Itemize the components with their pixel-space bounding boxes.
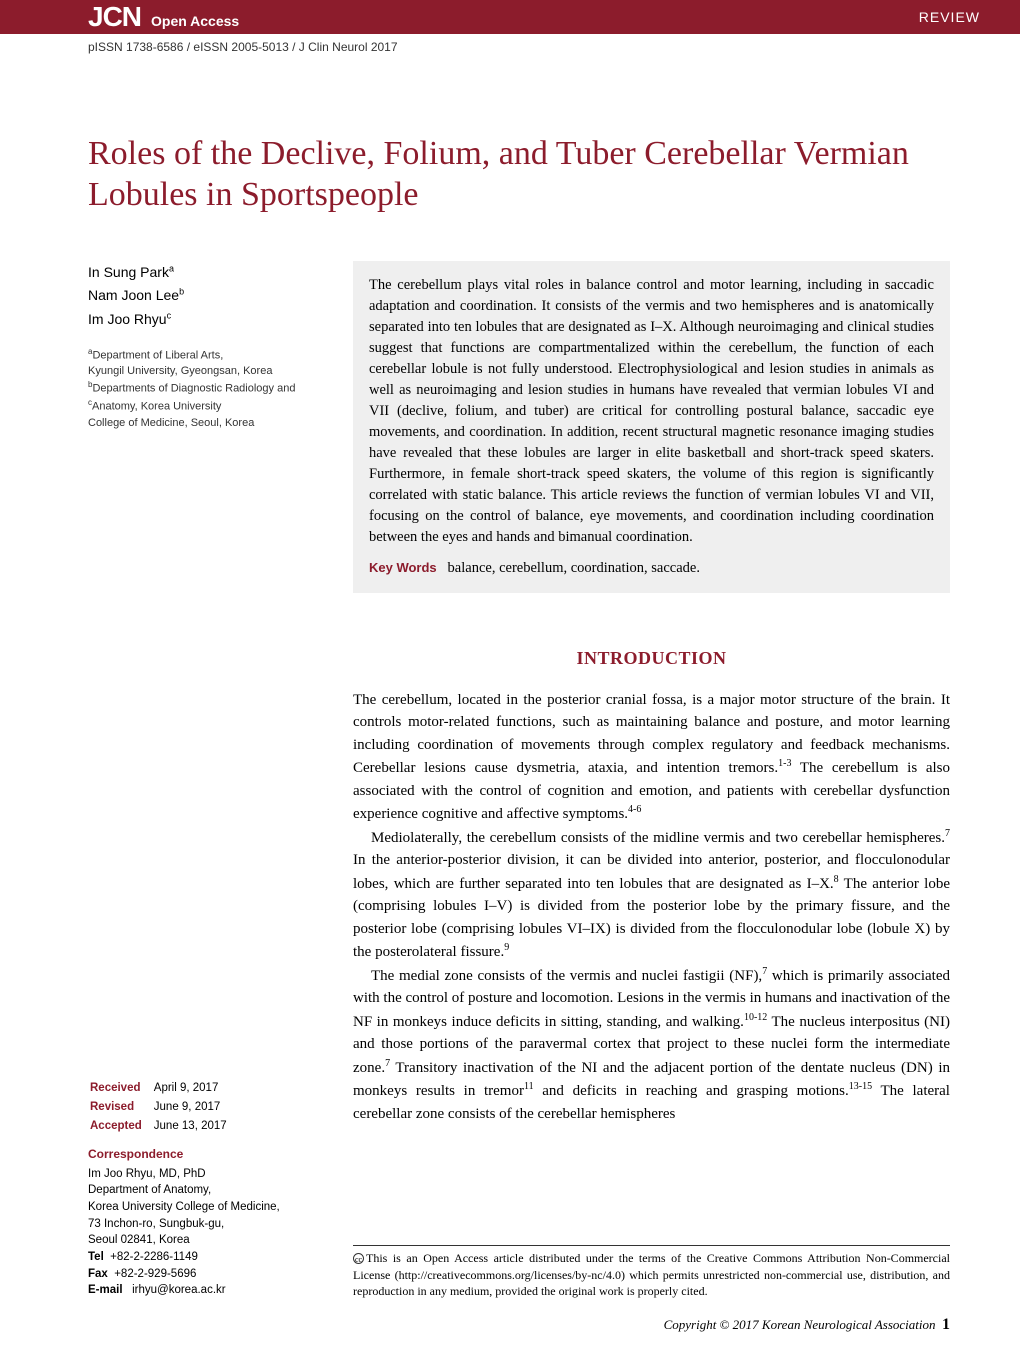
revised-row: Revised June 9, 2017 (90, 1099, 237, 1116)
license-block: ccThis is an Open Access article distrib… (353, 1245, 950, 1299)
received-date: April 9, 2017 (154, 1080, 237, 1097)
content-wrap: In Sung ParkaNam Joon LeebIm Joo Rhyuc a… (0, 216, 1020, 1126)
header-bar: JCN Open Access REVIEW (0, 0, 1020, 34)
correspondence-line1: Department of Anatomy, (88, 1182, 323, 1199)
abstract-box: The cerebellum plays vital roles in bala… (353, 261, 950, 593)
header-left: JCN Open Access (88, 1, 239, 33)
intro-paragraph-2: Mediolaterally, the cerebellum consists … (353, 826, 950, 964)
author: Nam Joon Leeb (88, 284, 323, 308)
cc-icon: cc (353, 1253, 364, 1264)
section-label: REVIEW (919, 9, 980, 25)
license-text: This is an Open Access article distribut… (353, 1251, 950, 1297)
accepted-row: Accepted June 13, 2017 (90, 1118, 237, 1135)
keywords-text (440, 560, 447, 576)
keywords-line: Key Words balance, cerebellum, coordinat… (369, 558, 934, 579)
correspondence-line3: 73 Inchon-ro, Sungbuk-gu, (88, 1216, 323, 1233)
received-label: Received (90, 1080, 152, 1097)
correspondence-label: Correspondence (88, 1146, 323, 1163)
correspondence-name: Im Joo Rhyu, MD, PhD (88, 1166, 323, 1183)
abstract-text: The cerebellum plays vital roles in bala… (369, 277, 934, 545)
issn-line: pISSN 1738-6586 / eISSN 2005-5013 / J Cl… (0, 34, 1020, 54)
correspondence-fax: Fax +82-2-929-5696 (88, 1266, 323, 1283)
author-list: In Sung ParkaNam Joon LeebIm Joo Rhyuc (88, 261, 323, 332)
author: Im Joo Rhyuc (88, 308, 323, 332)
received-row: Received April 9, 2017 (90, 1080, 237, 1097)
intro-paragraph-3: The medial zone consists of the vermis a… (353, 964, 950, 1126)
keywords-values: balance, cerebellum, coordination, sacca… (448, 560, 700, 576)
accepted-label: Accepted (90, 1118, 152, 1135)
accepted-date: June 13, 2017 (154, 1118, 237, 1135)
correspondence-line2: Korea University College of Medicine, (88, 1199, 323, 1216)
journal-logo: JCN (88, 1, 141, 33)
intro-paragraph-1: The cerebellum, located in the posterior… (353, 689, 950, 826)
page-number: 1 (942, 1316, 950, 1333)
dates-table: Received April 9, 2017 Revised June 9, 2… (88, 1078, 239, 1136)
revised-date: June 9, 2017 (154, 1099, 237, 1116)
right-column: The cerebellum plays vital roles in bala… (353, 261, 950, 1126)
correspondence-line4: Seoul 02841, Korea (88, 1232, 323, 1249)
left-column: In Sung ParkaNam Joon LeebIm Joo Rhyuc a… (88, 261, 323, 1126)
correspondence-tel: Tel +82-2-2286-1149 (88, 1249, 323, 1266)
introduction-heading: INTRODUCTION (353, 648, 950, 669)
metadata-block: Received April 9, 2017 Revised June 9, 2… (88, 1078, 323, 1299)
copyright-line: Copyright © 2017 Korean Neurological Ass… (664, 1316, 950, 1334)
correspondence-email: E-mail irhyu@korea.ac.kr (88, 1282, 323, 1299)
author: In Sung Parka (88, 261, 323, 285)
keywords-label: Key Words (369, 560, 437, 575)
body-text: The cerebellum, located in the posterior… (353, 689, 950, 1126)
copyright-text: Copyright © 2017 Korean Neurological Ass… (664, 1317, 936, 1332)
revised-label: Revised (90, 1099, 152, 1116)
open-access-label: Open Access (151, 13, 239, 29)
affiliations: aDepartment of Liberal Arts, Kyungil Uni… (88, 346, 323, 431)
article-title: Roles of the Declive, Folium, and Tuber … (0, 54, 1020, 216)
